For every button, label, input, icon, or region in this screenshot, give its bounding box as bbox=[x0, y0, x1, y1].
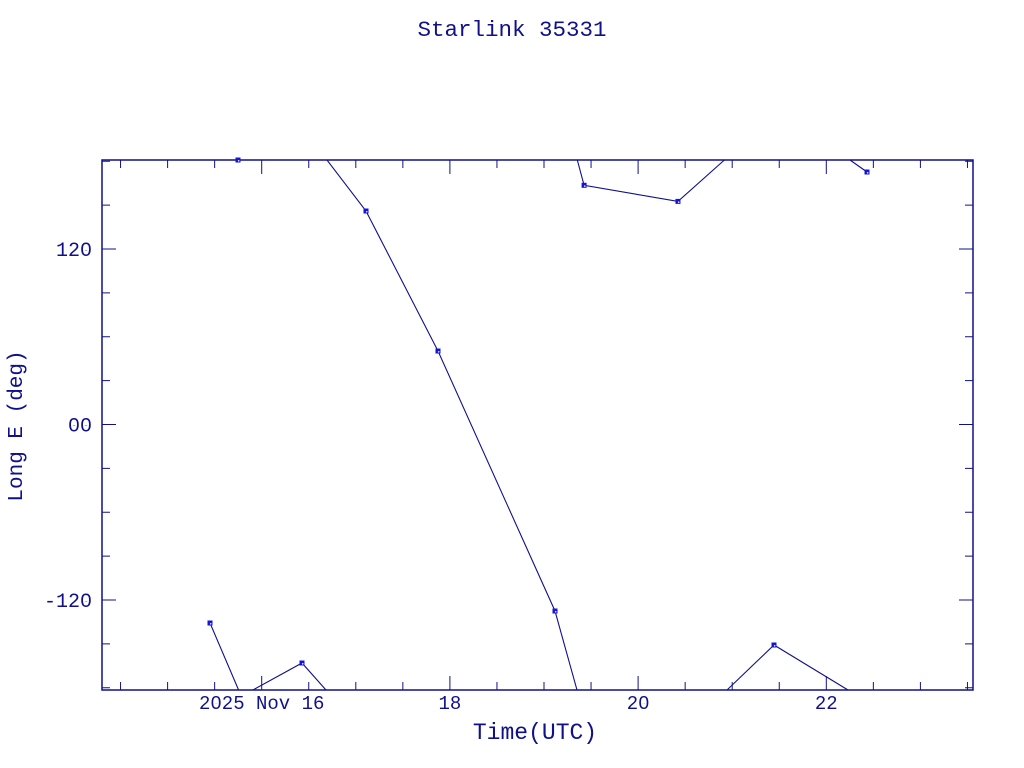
svg-text:2025 Nov 16: 2025 Nov 16 bbox=[199, 693, 324, 715]
svg-text:Long E (deg): Long E (deg) bbox=[6, 350, 29, 501]
svg-text:18: 18 bbox=[438, 693, 461, 715]
svg-text:Time(UTC): Time(UTC) bbox=[473, 720, 597, 746]
svg-text:120: 120 bbox=[56, 240, 92, 263]
svg-text:Starlink 35331: Starlink 35331 bbox=[417, 17, 606, 43]
svg-text:-120: -120 bbox=[44, 591, 92, 614]
svg-text:22: 22 bbox=[815, 693, 838, 715]
svg-text:20: 20 bbox=[627, 693, 650, 715]
svg-text:00: 00 bbox=[68, 416, 92, 439]
